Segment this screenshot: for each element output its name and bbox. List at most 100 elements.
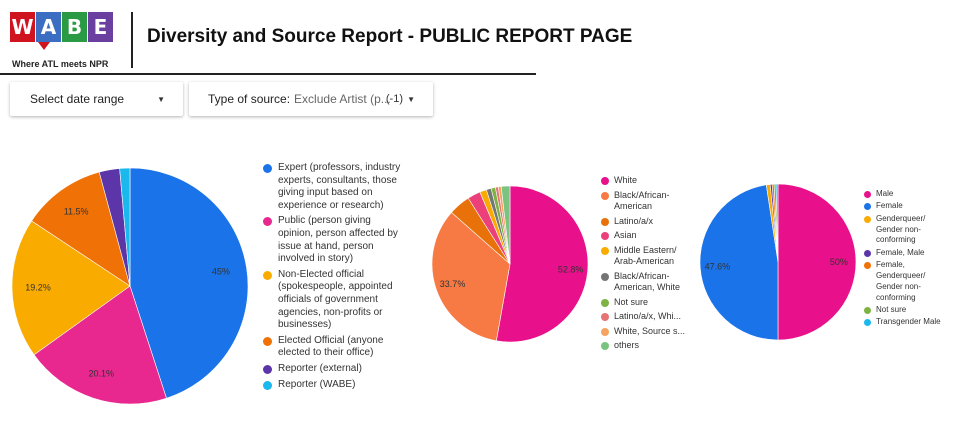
legend-item-label: Black/African-American (614, 189, 670, 212)
legend-item[interactable]: White (601, 175, 693, 187)
pie-slice-0-2[interactable] (11, 220, 131, 356)
legend-color-swatch (864, 215, 871, 223)
logo-tagline: Where ATL meets NPR (12, 59, 109, 69)
legend-color-swatch (263, 380, 272, 390)
legend-item[interactable]: Reporter (WABE) (263, 379, 408, 392)
slice-value-label: 50% (830, 257, 848, 267)
legend-item-label: Expert (professors, industry experts, co… (278, 162, 401, 211)
legend-item[interactable]: Public (person giving opinion, person af… (263, 215, 408, 265)
legend-item-label: Transgender Male (876, 317, 941, 327)
legend-color-swatch (601, 313, 609, 321)
source-type-pie-chart[interactable]: 45% 20.1% 19.2% 11.5% (10, 166, 250, 406)
logo-letters: W A B E (10, 12, 114, 42)
legend-item[interactable]: Latino/a/x (601, 216, 693, 228)
legend-item-label: Elected Official (anyone elected to thei… (278, 334, 384, 359)
legend-color-swatch (263, 336, 272, 346)
legend-item[interactable]: Female, Genderqueer/ Gender non-conformi… (864, 260, 954, 303)
report-header: W A B E Where ATL meets NPR Diversity an… (0, 0, 977, 76)
legend-item[interactable]: Middle Eastern/ Arab-American (601, 245, 693, 268)
slice-value-label: 11.5% (64, 206, 89, 216)
legend-color-swatch (601, 232, 609, 240)
legend-item[interactable]: Expert (professors, industry experts, co… (263, 162, 408, 212)
slice-value-label: 47.6% (705, 262, 731, 272)
slice-value-label: 19.2% (25, 283, 51, 293)
date-range-label: Select date range (30, 92, 125, 106)
legend-item[interactable]: Genderqueer/ Gender non-conforming (864, 214, 954, 246)
legend-color-swatch (601, 246, 609, 255)
legend-item-label: Latino/a/x, Whi... (614, 311, 682, 321)
legend-item-label: Public (person giving opinion, person af… (278, 215, 398, 265)
legend-color-swatch (601, 272, 609, 281)
date-range-picker[interactable]: Select date range ▼ (10, 82, 183, 116)
legend-item[interactable]: Female (864, 201, 954, 212)
gender-legend: Male Female Genderqueer/ Gender non-confor… (864, 189, 954, 330)
race-ethnicity-pie-chart[interactable]: 52.8% 33.7% (430, 184, 590, 344)
header-underline (0, 73, 536, 75)
slice-value-label: 33.7% (440, 279, 466, 289)
legend-item-label: White, Source s... (614, 325, 686, 336)
legend-color-swatch (601, 327, 609, 336)
legend-item[interactable]: others (601, 340, 693, 352)
legend-item-label: Reporter (external) (278, 362, 362, 374)
legend-item[interactable]: Latino/a/x, Whi... (601, 311, 693, 323)
legend-item[interactable]: Transgender Male (864, 317, 954, 328)
legend-item[interactable]: Male (864, 189, 954, 200)
page-title: Diversity and Source Report - PUBLIC REP… (147, 26, 633, 47)
legend-item-label: Not sure (614, 296, 649, 307)
legend-color-swatch (601, 342, 609, 350)
legend-color-swatch (601, 217, 609, 226)
legend-color-swatch (601, 298, 609, 307)
dropdown-caret-icon: ▼ (157, 94, 165, 104)
legend-item-label: Female, Male (876, 247, 925, 257)
source-type-legend: Expert (professors, industry experts, co… (263, 162, 408, 394)
source-type-label: Type of source: (208, 92, 291, 106)
pie-slice-1-9[interactable] (500, 185, 511, 265)
legend-item[interactable]: Black/African-American (601, 190, 693, 213)
slice-value-label: 45% (212, 267, 230, 277)
logo-letter-e: E (88, 12, 113, 42)
legend-color-swatch (601, 191, 609, 200)
legend-item[interactable]: Not sure (864, 305, 954, 316)
legend-item-label: White (614, 175, 638, 185)
pie-slice-2-1[interactable] (699, 184, 779, 341)
legend-item-label: Genderqueer/ Gender non-conforming (876, 213, 926, 245)
pie-slice-0-1[interactable] (33, 285, 167, 405)
legend-item[interactable]: Elected Official (anyone elected to thei… (263, 335, 408, 360)
source-type-filter[interactable]: Type of source: Exclude Artist (p... (-1… (189, 82, 433, 116)
gender-pie-chart[interactable]: 50% 47.6% (698, 182, 858, 342)
legend-item[interactable]: Asian (601, 230, 693, 242)
legend-color-swatch (864, 191, 871, 198)
pie-slice-1-0[interactable] (496, 185, 589, 343)
pie-slice-0-5[interactable] (119, 167, 131, 287)
legend-item-label: Middle Eastern/ Arab-American (614, 244, 677, 267)
legend-item[interactable]: Non-Elected official (spokespeople, appo… (263, 269, 408, 332)
legend-color-swatch (864, 306, 871, 314)
legend-item-label: others (614, 340, 640, 350)
source-type-count: (-1) (385, 93, 403, 105)
pie-slice-0-0[interactable] (129, 167, 249, 399)
dropdown-caret-icon: ▼ (407, 94, 415, 104)
legend-item-label: Male (876, 189, 894, 198)
legend-color-swatch (864, 319, 871, 327)
legend-item[interactable]: White, Source s... (601, 326, 693, 338)
legend-color-swatch (864, 249, 871, 257)
legend-item-label: Reporter (WABE) (278, 378, 356, 390)
legend-item-label: Latino/a/x (614, 215, 654, 226)
logo-letter-a: A (36, 12, 61, 42)
pie-slice-2-0[interactable] (777, 183, 857, 341)
legend-item[interactable]: Female, Male (864, 248, 954, 259)
legend-item[interactable]: Black/African-American, White (601, 271, 693, 294)
pie-slice-1-1[interactable] (431, 211, 511, 342)
race-ethnicity-legend: White Black/African-American Latino/a/x Asi… (601, 175, 693, 355)
legend-item-label: Black/African-American, White (614, 270, 681, 293)
source-type-value: Exclude Artist (p... (294, 92, 391, 106)
legend-color-swatch (864, 203, 871, 211)
wabe-logo[interactable]: W A B E Where ATL meets NPR (10, 12, 114, 70)
pie-slice-0-3[interactable] (31, 171, 131, 287)
slice-value-label: 20.1% (89, 368, 115, 378)
legend-item[interactable]: Not sure (601, 297, 693, 309)
header-divider (131, 12, 133, 68)
pie-slice-2-6[interactable] (775, 183, 779, 263)
legend-item[interactable]: Reporter (external) (263, 363, 408, 376)
legend-color-swatch (263, 217, 272, 227)
